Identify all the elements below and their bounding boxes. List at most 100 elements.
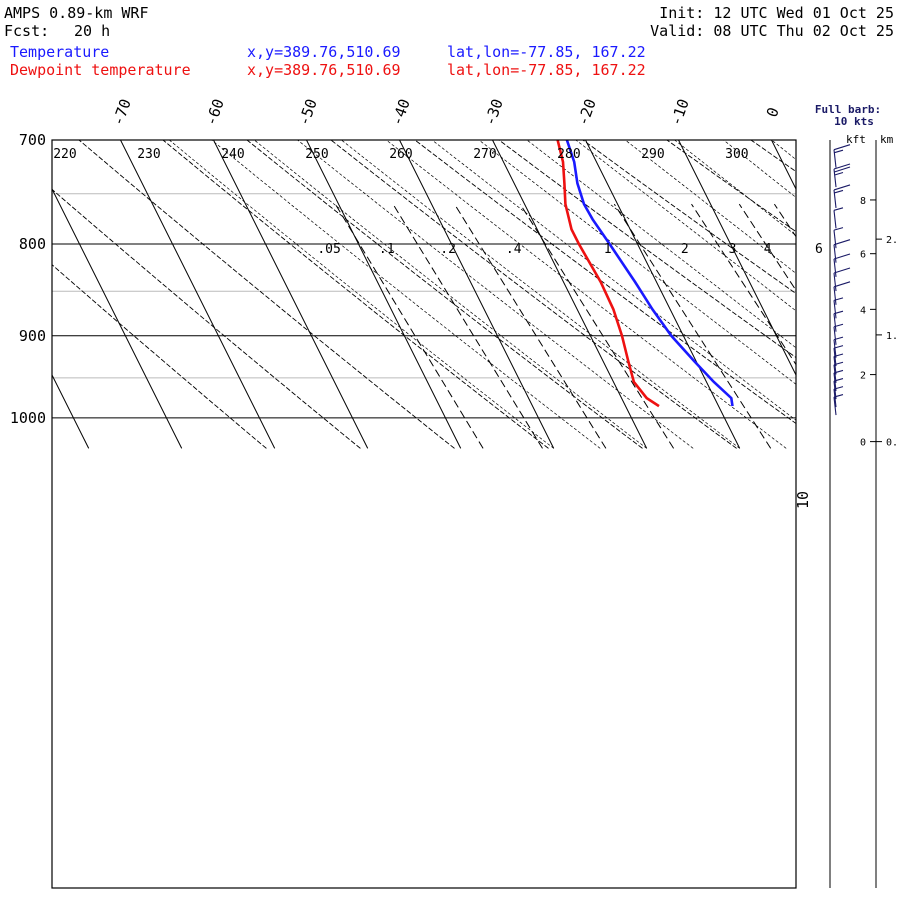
valid-time: Valid: 08 UTC Thu 02 Oct 25 (650, 22, 894, 40)
wind-barb-full (833, 184, 851, 191)
kft-label-2: 2 (860, 371, 866, 382)
wind-barb-staff (833, 258, 837, 278)
wind-barb-810 (833, 239, 851, 263)
pressure-label-800: 800 (19, 235, 46, 253)
wind-barbs: 8 6 4 2 0 2. 1. 0. (829, 140, 898, 888)
full-barb-speed: 10 kts (834, 115, 874, 128)
moist-adiabat--35 (211, 140, 601, 449)
km-label-0: 0. (886, 438, 898, 449)
kft-label: kft (846, 133, 866, 146)
moist-adiabat-15 (674, 140, 796, 236)
mixing-ratio-line-3 (738, 203, 796, 292)
wind-barb-795 (833, 227, 844, 249)
dry-adiabats (52, 140, 796, 449)
mixing-ratio-label-p1: .1 (379, 242, 395, 257)
wind-barb-half (834, 149, 844, 154)
moist-adiabat--20 (341, 140, 740, 449)
isotherm-10 (865, 140, 900, 448)
wind-barb-full (833, 239, 851, 246)
isotherm--80 (52, 187, 183, 449)
wind-barb-full (833, 281, 851, 288)
kft-label-0: 0 (860, 438, 866, 449)
moist-adiabat--25 (297, 140, 694, 449)
wind-barb-half (834, 189, 844, 194)
isotherm-label-m70: -70 (109, 96, 135, 128)
side-label: 10 (794, 491, 812, 509)
moist-adiabat-5 (575, 140, 796, 312)
wind-barb-staff (833, 326, 837, 345)
pressure-label-700: 700 (19, 131, 46, 149)
theta-label-280: 280 (557, 147, 580, 162)
dry-adiabat-240 (246, 140, 643, 449)
wind-barb-half (833, 227, 844, 231)
theta-label-220: 220 (53, 147, 76, 162)
wind-barb-half (834, 171, 844, 176)
isotherms (52, 140, 900, 449)
wind-barb-staff (833, 348, 837, 367)
wind-barb-staff (833, 381, 837, 400)
wind-barb-735 (833, 163, 851, 188)
dry-adiabat-280 (582, 140, 796, 295)
theta-label-290: 290 (641, 147, 664, 162)
mixing-ratio-label-1: 1 (604, 242, 612, 257)
theta-label-270: 270 (473, 147, 496, 162)
isotherm-label-m60: -60 (202, 96, 228, 128)
isotherm--60 (213, 140, 369, 449)
pressure-label-900: 900 (19, 327, 46, 345)
isotherm--20 (585, 140, 741, 449)
dry-adiabat-300 (750, 140, 796, 173)
dry-adiabat-230 (162, 140, 549, 449)
theta-label-250: 250 (305, 147, 328, 162)
mixing-ratio-line-2 (691, 203, 796, 366)
km-label-1: 1. (886, 331, 898, 342)
wind-barb-855 (833, 281, 851, 305)
wind-barb-staff (833, 372, 837, 392)
wind-barb-staff (833, 339, 837, 358)
isotherm--90 (52, 373, 90, 449)
dry-adiabat-250 (330, 140, 737, 449)
wind-barb-full (833, 163, 851, 170)
mixing-ratio-line-p1 (392, 203, 543, 449)
moist-adiabat--5 (478, 140, 796, 385)
wind-barb-full (833, 253, 851, 260)
wind-barb-840 (833, 267, 851, 292)
mixing-ratio-label-4: 4 (764, 242, 772, 257)
mixing-ratio-label-p2: .2 (440, 242, 456, 257)
mixing-ratio-label-2: 2 (681, 242, 689, 257)
isotherm-label-m50: -50 (295, 96, 321, 128)
isotherm-label-0: 0 (763, 105, 783, 120)
wind-barb-full (834, 166, 851, 173)
isotherm-label-m40: -40 (388, 96, 414, 128)
wind-barb-staff (833, 364, 837, 383)
km-label-2: 2. (886, 235, 898, 246)
wind-barb-staff (833, 313, 837, 332)
major-pressure-lines (52, 139, 796, 419)
wind-barb-717 (833, 144, 851, 168)
dry-adiabat-210 (52, 188, 361, 449)
dewpoint-legend: Dewpoint temperature (10, 61, 191, 79)
moist-adiabat--15 (385, 140, 787, 449)
full-barb-label: Full barb: (815, 103, 881, 116)
dry-adiabat-270 (498, 140, 796, 359)
dry-adiabat-290 (666, 140, 796, 233)
dewpoint-xy: x,y=389.76,510.69 (247, 61, 401, 79)
moist-adiabat--10 (431, 140, 796, 421)
theta-label-260: 260 (389, 147, 412, 162)
wind-barb-half (833, 345, 844, 349)
mixing-ratio-line-p2 (454, 203, 607, 449)
theta-label-300: 300 (725, 147, 748, 162)
moist-adiabat-0 (526, 140, 796, 349)
isotherm-label-m30: -30 (481, 96, 507, 128)
isotherm--70 (120, 140, 276, 449)
wind-barb-staff (833, 210, 837, 229)
minor-pressure-lines (52, 193, 796, 379)
kft-label-6: 6 (860, 250, 866, 261)
temperature-xy: x,y=389.76,510.69 (247, 43, 401, 61)
forecast-hour: 20 h (74, 22, 111, 40)
mixing-ratio-label-3: 3 (729, 242, 737, 257)
wind-barb-staff (833, 389, 837, 408)
model-title: AMPS 0.89-km WRF (4, 4, 149, 22)
wind-barb-755 (833, 184, 851, 208)
dry-adiabat-220 (78, 140, 455, 449)
